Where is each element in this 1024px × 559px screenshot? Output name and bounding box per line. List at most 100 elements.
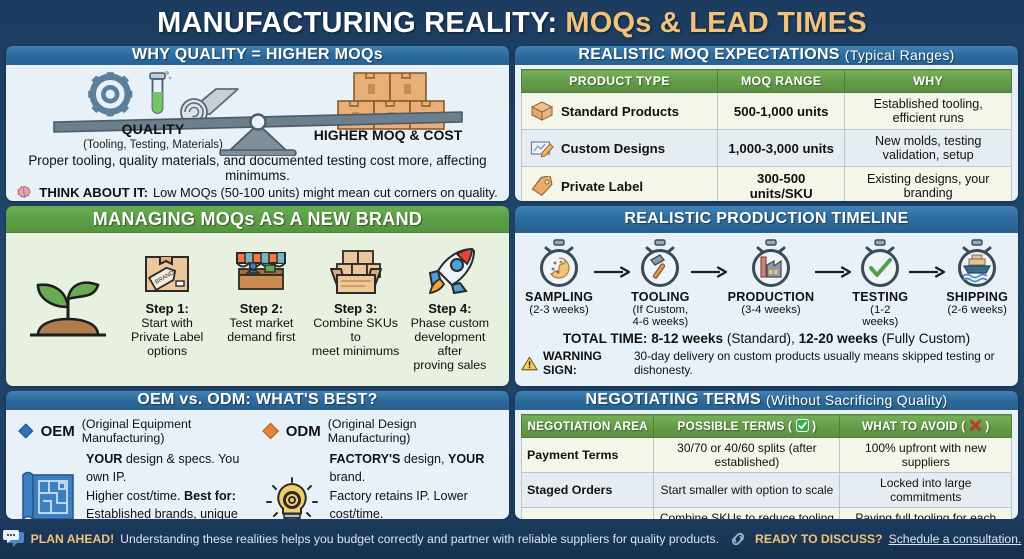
- step-2-text: Test market demand first: [227, 316, 296, 344]
- plant-sprout-icon: [30, 281, 106, 337]
- step-item: Step 2: Test market demand first: [214, 241, 308, 345]
- neg-col-avoid: WHAT TO AVOID ( ): [839, 414, 1012, 438]
- odm-name: ODM: [285, 422, 321, 440]
- odm-line-1-rest: brand.: [329, 470, 366, 485]
- total-time-custom-note: (Fully Custom): [881, 331, 971, 346]
- oem-line-2-rest: Higher cost/time.: [86, 488, 184, 503]
- stage-5-duration: (2-6 weeks): [947, 304, 1007, 316]
- timeline-stage: SHIPPING (2-6 weeks): [946, 239, 1008, 316]
- arrow-right-icon: [594, 266, 631, 278]
- step-2-title: Step 2:: [239, 301, 284, 316]
- stage-5-name: SHIPPING: [946, 290, 1009, 304]
- oem-detail: YOUR design & specs. You own IP. Higher …: [18, 450, 252, 519]
- warning-text: 30-day delivery on custom products usual…: [633, 349, 995, 377]
- neg-row-possible: Start smaller with option to scale: [653, 472, 841, 508]
- quality-label-sub: (Tooling, Testing, Materials): [83, 139, 223, 151]
- moq-row-range: 500-1,000 units: [716, 92, 846, 130]
- arrow-right-icon: [690, 266, 727, 278]
- table-row: Payment Terms 30/70 or 40/60 splits (aft…: [520, 437, 1012, 473]
- neg-row-avoid: Locked into large commitments: [839, 472, 1012, 508]
- moq-col-why: WHY: [844, 69, 1012, 93]
- odm-detail: FACTORY'S design, YOUR brand. Factory re…: [262, 450, 496, 519]
- quality-explainer-line: Proper tooling, quality materials, and d…: [28, 153, 487, 183]
- step-item: Step 4: Phase custom development after p…: [403, 241, 497, 373]
- stopwatch-palette-icon: [540, 239, 579, 287]
- panel-moq-body: PRODUCT TYPE MOQ RANGE WHY: [515, 65, 1018, 201]
- moq-row-why: Established tooling, efficient runs: [844, 92, 1012, 130]
- panel-grid: WHY QUALITY = HIGHER MOQs: [6, 46, 1018, 519]
- panel-negotiating-header-sub: (Without Sacrificing Quality): [766, 392, 948, 408]
- oem-line-3: Established brands, unique products.: [86, 506, 238, 519]
- stage-1-name: SAMPLING: [525, 290, 594, 304]
- design-sketch-icon: [530, 141, 554, 158]
- title-part-1: MANUFACTURING REALITY:: [157, 6, 558, 39]
- oem-column: OEM (Original Equipment Manufacturing): [18, 417, 256, 519]
- price-tag-icon: [531, 176, 553, 196]
- step-3-icon-wrap: [312, 241, 400, 297]
- total-time-standard: 8-12 weeks: [651, 331, 724, 346]
- panel-negotiating-terms: NEGOTIATING TERMS (Without Sacrificing Q…: [515, 391, 1018, 519]
- stage-4-name: TESTING: [852, 290, 909, 304]
- blueprint-icon: [22, 471, 74, 519]
- timeline-arrow: [690, 239, 728, 283]
- stage-2-duration: (If Custom, 4-6 weeks): [632, 304, 689, 328]
- stopwatch-factory-icon: [751, 239, 790, 287]
- neg-row-area: Payment Terms: [520, 437, 655, 473]
- step-1-text: Start with Private Label options: [130, 316, 204, 358]
- stage-2-name: TOOLING: [631, 290, 690, 304]
- step-4-title: Step 4:: [428, 301, 472, 316]
- panel-moq-header-sub: (Typical Ranges): [844, 47, 955, 63]
- stage-4-duration: (1-2 weeks): [862, 304, 899, 328]
- step-2-icon-wrap: [217, 241, 305, 297]
- oem-icon-wrap: [18, 450, 78, 519]
- timeline-arrow: [814, 239, 852, 283]
- oem-heading: OEM (Original Equipment Manufacturing): [18, 417, 252, 445]
- panel-oem-odm: OEM vs. ODM: WHAT'S BEST? OEM (Original …: [6, 391, 509, 519]
- moq-row-type: Standard Products: [561, 103, 679, 119]
- table-row: Private Label 300-500 units/SKU Existing…: [521, 166, 1012, 201]
- panel-negotiating-header: NEGOTIATING TERMS (Without Sacrificing Q…: [515, 391, 1018, 410]
- footer-text: Understanding these realities helps you …: [120, 532, 720, 546]
- test-tube-icon: [148, 71, 171, 114]
- timeline-stages-row: SAMPLING (2-3 weeks): [521, 237, 1012, 328]
- neg-row-avoid: 100% upfront with new suppliers: [839, 437, 1012, 473]
- panel-oem-body: OEM (Original Equipment Manufacturing): [6, 410, 509, 519]
- green-check-icon: [795, 419, 809, 432]
- oem-line-1-strong: YOUR: [86, 452, 123, 466]
- step-4-text: Phase custom development after proving s…: [410, 316, 490, 372]
- lightbulb-gear-icon: [265, 476, 318, 519]
- stage-1-icon-wrap: [525, 239, 593, 289]
- odm-line-2: Factory retains IP. Lower cost/time.: [329, 488, 468, 520]
- oem-line-1: YOUR design & specs. You own IP.: [86, 450, 252, 487]
- moq-row-range: 300-500 units/SKU: [716, 166, 846, 201]
- step-item: BRAND Step 1: Start with Private Label o…: [120, 241, 214, 359]
- panel-oem-header: OEM vs. ODM: WHAT'S BEST?: [6, 391, 509, 410]
- total-time-label: TOTAL TIME:: [562, 331, 648, 346]
- step-1-icon-wrap: BRAND: [123, 241, 211, 297]
- panel-negotiating-header-main: NEGOTIATING TERMS: [585, 391, 762, 408]
- oem-line-2: Higher cost/time. Best for:: [86, 487, 252, 505]
- panel-moq-header-main: REALISTIC MOQ EXPECTATIONS: [578, 46, 840, 63]
- moq-row-type: Private Label: [561, 178, 644, 194]
- seesaw-svg: [52, 71, 463, 156]
- neg-row-area: Bundled Dev: [520, 507, 655, 519]
- odm-icon-wrap: [262, 450, 322, 519]
- moq-row-why: Existing designs, your branding: [844, 166, 1012, 201]
- step-3-text: Combine SKUs to meet minimums: [311, 316, 400, 358]
- schedule-consultation-link[interactable]: Schedule a consultation.: [888, 532, 1022, 546]
- table-row: Standard Products 500-1,000 units Establ…: [521, 92, 1012, 130]
- seesaw-moq-label: HIGHER MOQ & COST: [313, 127, 463, 143]
- panel-managing-moqs: MANAGING MOQs AS A NEW BRAND: [6, 206, 509, 386]
- stage-4-icon-wrap: [852, 239, 908, 289]
- oem-full-name: (Original Equipment Manufacturing): [81, 417, 192, 445]
- seesaw-illustration: QUALITY (Tooling, Testing, Materials) HI…: [12, 69, 503, 156]
- blue-diamond-icon: [18, 423, 34, 439]
- oem-line-2-strong: Best for:: [183, 488, 236, 503]
- step-4-icon-wrap: [406, 241, 494, 297]
- odm-text: FACTORY'S design, YOUR brand. Factory re…: [330, 450, 496, 519]
- step-3-title: Step 3:: [333, 301, 378, 316]
- odm-line-1: FACTORY'S design, YOUR brand.: [330, 450, 496, 487]
- oem-name: OEM: [40, 422, 75, 440]
- chat-bubble-icon: [2, 530, 24, 547]
